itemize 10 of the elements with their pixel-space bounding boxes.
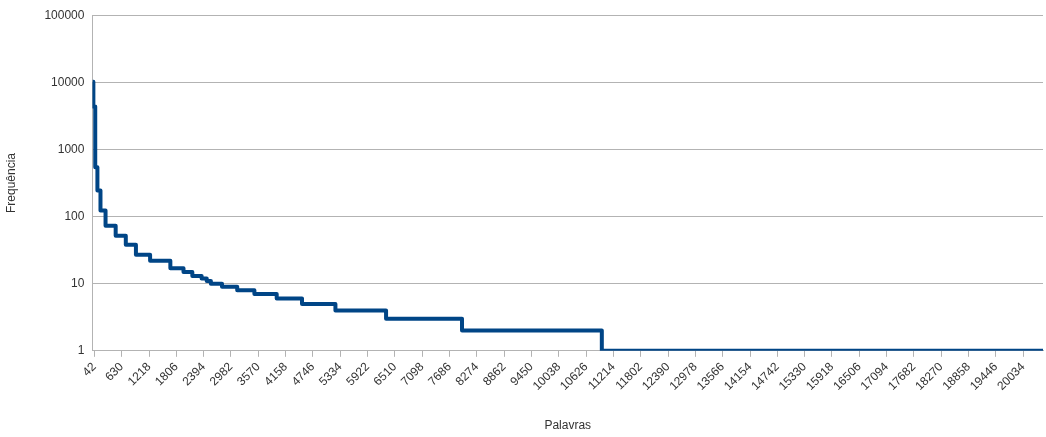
- y-tick-label: 1000: [57, 141, 85, 156]
- y-axis-title: Frequência: [3, 152, 18, 214]
- x-tick-label: 42: [79, 359, 100, 379]
- y-tick-label: 100: [64, 208, 85, 223]
- y-tick-label: 10: [71, 276, 85, 291]
- y-tick-label: 1: [77, 343, 85, 358]
- y-tick-label: 100000: [44, 7, 85, 22]
- x-tick-label: 630: [102, 359, 127, 384]
- y-tick-label: 10000: [51, 74, 85, 89]
- x-axis-title: Palavras: [544, 418, 592, 433]
